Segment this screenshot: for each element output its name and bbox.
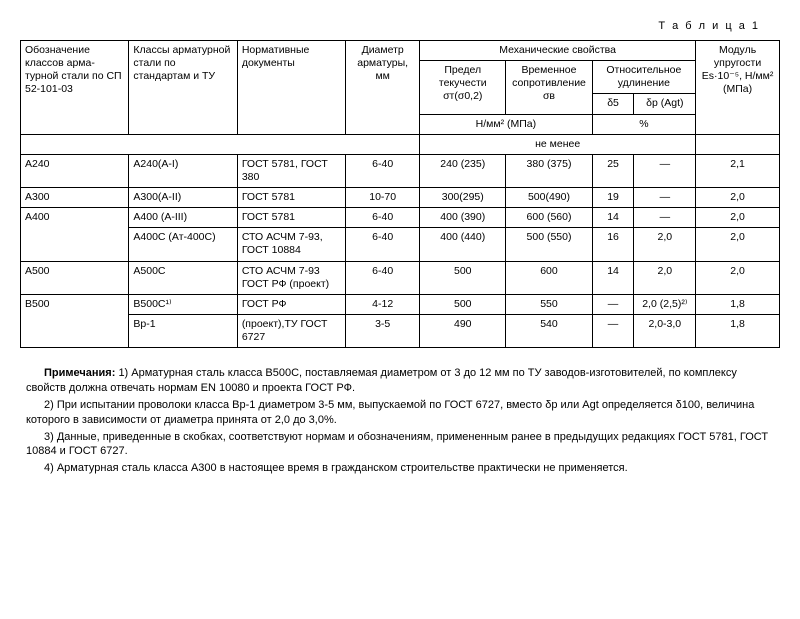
cell: СТО АСЧМ 7-93 ГОСТ РФ (проект)	[237, 261, 345, 294]
cell: 300(295)	[420, 188, 506, 208]
h-elong: Относитель­ное удлинение	[592, 61, 696, 94]
h-spacer	[21, 134, 420, 154]
note-2: 2) При испытании проволоки класса Вр-1 д…	[26, 398, 774, 428]
notes-block: Примечания: 1) Арматурная сталь класса В…	[20, 366, 780, 476]
cell: —	[634, 188, 696, 208]
cell: 400 (440)	[420, 228, 506, 261]
cell: 500	[420, 294, 506, 314]
cell: —	[592, 294, 634, 314]
cell: —	[634, 208, 696, 228]
cell: 2,0	[634, 228, 696, 261]
cell: 2,0	[696, 188, 780, 208]
cell: 2,0	[634, 261, 696, 294]
table-row: А300А300(А-II)ГОСТ 578110-70300(295)500(…	[21, 188, 780, 208]
cell: 4-12	[346, 294, 420, 314]
cell: 550	[506, 294, 592, 314]
cell: А400С (Ат-400С)	[129, 228, 237, 261]
cell: 240 (235)	[420, 154, 506, 187]
cell: 6-40	[346, 208, 420, 228]
cell: —	[634, 154, 696, 187]
h-mech: Механические свойства	[420, 41, 696, 61]
cell: 2,1	[696, 154, 780, 187]
cell: 6-40	[346, 261, 420, 294]
cell: 500 (550)	[506, 228, 592, 261]
h-tensile: Временное сопро­тивление σв	[506, 61, 592, 114]
h-spacer2	[696, 134, 780, 154]
cell: 600	[506, 261, 592, 294]
cell: 10-70	[346, 188, 420, 208]
table-row: А400А400 (А-III)ГОСТ 57816-40400 (390)60…	[21, 208, 780, 228]
table-row: В500В500С¹⁾ГОСТ РФ4-12500550—2,0 (2,5)²⁾…	[21, 294, 780, 314]
h-units-mpa: Н/мм² (МПа)	[420, 114, 592, 134]
cell: 500	[420, 261, 506, 294]
cell: 6-40	[346, 228, 420, 261]
table-head: Обозначение классов арма­турной стали по…	[21, 41, 780, 155]
cell: 400 (390)	[420, 208, 506, 228]
cell-designation: А300	[21, 188, 129, 208]
cell: ГОСТ 5781	[237, 208, 345, 228]
cell: 1,8	[696, 314, 780, 347]
cell: 2,0	[696, 261, 780, 294]
h-modulus: Модуль упруго­сти Еs·10⁻⁵, Н/мм² (МПа)	[696, 41, 780, 135]
h-units-pc: %	[592, 114, 696, 134]
cell: 540	[506, 314, 592, 347]
h-diameter: Диаметр армату­ры, мм	[346, 41, 420, 135]
cell: 2,0-3,0	[634, 314, 696, 347]
cell: 490	[420, 314, 506, 347]
cell: —	[592, 314, 634, 347]
cell: А300(А-II)	[129, 188, 237, 208]
cell: 1,8	[696, 294, 780, 314]
cell: А400 (А-III)	[129, 208, 237, 228]
cell: 2,0 (2,5)²⁾	[634, 294, 696, 314]
cell: 3-5	[346, 314, 420, 347]
h-min: не менее	[420, 134, 696, 154]
cell: В500С¹⁾	[129, 294, 237, 314]
cell: Вр-1	[129, 314, 237, 347]
table-caption: Т а б л и ц а 1	[20, 20, 760, 32]
h-class: Классы арматур­ной стали по стандартам и…	[129, 41, 237, 135]
note-4: 4) Арматурная сталь класса А300 в настоя…	[26, 461, 774, 476]
table-row: А400С (Ат-400С)СТО АСЧМ 7-93, ГОСТ 10884…	[21, 228, 780, 261]
cell: 380 (375)	[506, 154, 592, 187]
cell-designation: А240	[21, 154, 129, 187]
cell: 2,0	[696, 228, 780, 261]
note-1: 1) Арматурная сталь класса В500С, постав…	[26, 367, 737, 394]
cell: А240(А-I)	[129, 154, 237, 187]
cell: ГОСТ РФ	[237, 294, 345, 314]
cell: 6-40	[346, 154, 420, 187]
table-row: Вр-1(проект),ТУ ГОСТ 67273-5490540—2,0-3…	[21, 314, 780, 347]
cell: 600 (560)	[506, 208, 592, 228]
table-body: А240А240(А-I)ГОСТ 5781, ГОСТ 3806-40240 …	[21, 154, 780, 347]
cell-designation: В500	[21, 294, 129, 347]
notes-label: Примечания:	[44, 367, 115, 379]
cell: А500С	[129, 261, 237, 294]
cell: 2,0	[696, 208, 780, 228]
cell: 25	[592, 154, 634, 187]
table-row: А240А240(А-I)ГОСТ 5781, ГОСТ 3806-40240 …	[21, 154, 780, 187]
cell-designation: А400	[21, 208, 129, 261]
h-designation: Обозначение классов арма­турной стали по…	[21, 41, 129, 135]
table-row: А500А500ССТО АСЧМ 7-93 ГОСТ РФ (проект)6…	[21, 261, 780, 294]
h-d5: δ5	[592, 94, 634, 114]
cell: 500(490)	[506, 188, 592, 208]
cell: 19	[592, 188, 634, 208]
cell: СТО АСЧМ 7-93, ГОСТ 10884	[237, 228, 345, 261]
h-dp: δр (Аgt)	[634, 94, 696, 114]
cell: ГОСТ 5781, ГОСТ 380	[237, 154, 345, 187]
properties-table: Обозначение классов арма­турной стали по…	[20, 40, 780, 348]
cell: ГОСТ 5781	[237, 188, 345, 208]
note-3: 3) Данные, приведенные в скобках, соотве…	[26, 430, 774, 460]
cell: 14	[592, 261, 634, 294]
cell: (проект),ТУ ГОСТ 6727	[237, 314, 345, 347]
h-docs: Нормативные документы	[237, 41, 345, 135]
cell: 14	[592, 208, 634, 228]
cell: 16	[592, 228, 634, 261]
h-yield: Предел текучести σт(σ0,2)	[420, 61, 506, 114]
cell-designation: А500	[21, 261, 129, 294]
